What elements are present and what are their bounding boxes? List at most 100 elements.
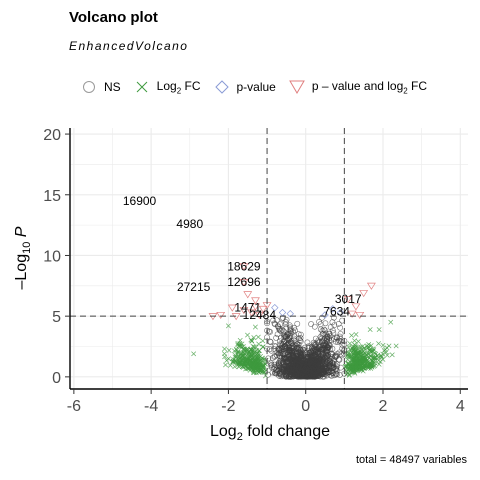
point-fc [242, 359, 248, 365]
point-fc [237, 337, 243, 343]
gene-label: 27215 [177, 280, 211, 294]
point-both [247, 309, 257, 317]
point-ns [304, 339, 311, 346]
point-ns [334, 350, 341, 357]
point-p [286, 310, 294, 318]
point-ns [286, 360, 293, 367]
point-fc [384, 352, 390, 358]
point-fc [251, 370, 257, 375]
point-fc [239, 341, 245, 347]
point-fc [352, 360, 357, 366]
point-fc [355, 338, 361, 344]
point-fc [345, 367, 351, 373]
point-ns [300, 373, 306, 380]
point-ns [283, 356, 290, 363]
point-fc [257, 367, 263, 373]
point-ns [326, 365, 333, 371]
point-fc [380, 357, 386, 362]
point-fc [367, 327, 373, 333]
y-tick-label: 5 [52, 309, 61, 326]
point-ns [271, 346, 277, 352]
cutoff-lines [70, 128, 468, 389]
point-fc [249, 338, 255, 344]
gene-label: 3017 [335, 292, 362, 306]
point-fc [236, 343, 242, 348]
point-fc [238, 354, 244, 360]
point-ns [282, 321, 289, 328]
point-ns [320, 346, 327, 353]
point-fc [351, 354, 357, 360]
point-ns [322, 330, 329, 337]
point-fc [254, 361, 260, 367]
point-ns [327, 357, 334, 364]
point-ns [280, 341, 286, 347]
point-fc [368, 361, 374, 367]
point-ns [339, 342, 346, 348]
point-ns [321, 326, 327, 333]
circle-icon [83, 81, 95, 93]
legend-label: Log2 FC [156, 78, 201, 96]
point-ns [283, 359, 290, 366]
point-ns [332, 354, 339, 360]
point-ns [335, 320, 342, 327]
point-ns [269, 355, 276, 361]
point-fc [348, 347, 353, 353]
point-fc [371, 347, 377, 353]
legend: NS Log2 FC p-value p – value and log2 FC [80, 77, 439, 97]
point-fc [372, 355, 377, 361]
point-ns [316, 319, 323, 325]
point-ns [297, 331, 304, 338]
point-ns [278, 328, 285, 334]
point-fc [222, 354, 228, 360]
point-ns [323, 358, 330, 365]
point-ns [294, 344, 300, 351]
point-fc [235, 342, 241, 348]
point-both [347, 310, 357, 318]
point-fc [255, 334, 261, 340]
point-ns [277, 350, 284, 357]
point-ns [337, 330, 344, 337]
point-ns [275, 370, 282, 377]
gene-label: 1471 [234, 301, 261, 315]
y-tick-label: 0 [52, 370, 61, 387]
point-fc [362, 363, 368, 369]
point-ns [333, 367, 340, 374]
point-fc [356, 364, 362, 370]
point-ns [330, 330, 337, 336]
point-fc [250, 365, 256, 371]
point-ns [331, 322, 338, 328]
point-fc [370, 360, 376, 366]
point-ns [285, 368, 291, 375]
y-tick-label: 20 [43, 127, 61, 144]
point-ns [288, 339, 295, 346]
point-fc [256, 341, 262, 347]
point-ns [294, 320, 301, 327]
point-ns [291, 325, 298, 331]
point-fc [355, 350, 360, 356]
x-tick-label: -6 [67, 398, 81, 415]
point-fc [353, 332, 359, 337]
point-ns [282, 318, 289, 325]
chart-caption: total = 48497 variables [356, 454, 467, 466]
point-fc [347, 341, 353, 347]
legend-item: Log2 FC [133, 78, 201, 96]
point-fc [352, 370, 358, 376]
point-ns [337, 335, 344, 342]
point-fc [367, 353, 373, 359]
x-tick-label: 4 [456, 398, 465, 415]
point-ns [276, 347, 283, 354]
point-ns [273, 352, 280, 359]
point-both [355, 311, 365, 320]
point-ns [288, 367, 294, 374]
point-ns [321, 345, 328, 352]
point-fc [362, 358, 368, 364]
point-ns [296, 362, 303, 368]
point-ns [337, 364, 344, 371]
point-both [227, 304, 237, 312]
point-fc [364, 358, 369, 364]
point-ns [287, 326, 294, 332]
point-ns [337, 324, 344, 331]
point-both [366, 282, 376, 290]
point-ns [272, 370, 278, 377]
